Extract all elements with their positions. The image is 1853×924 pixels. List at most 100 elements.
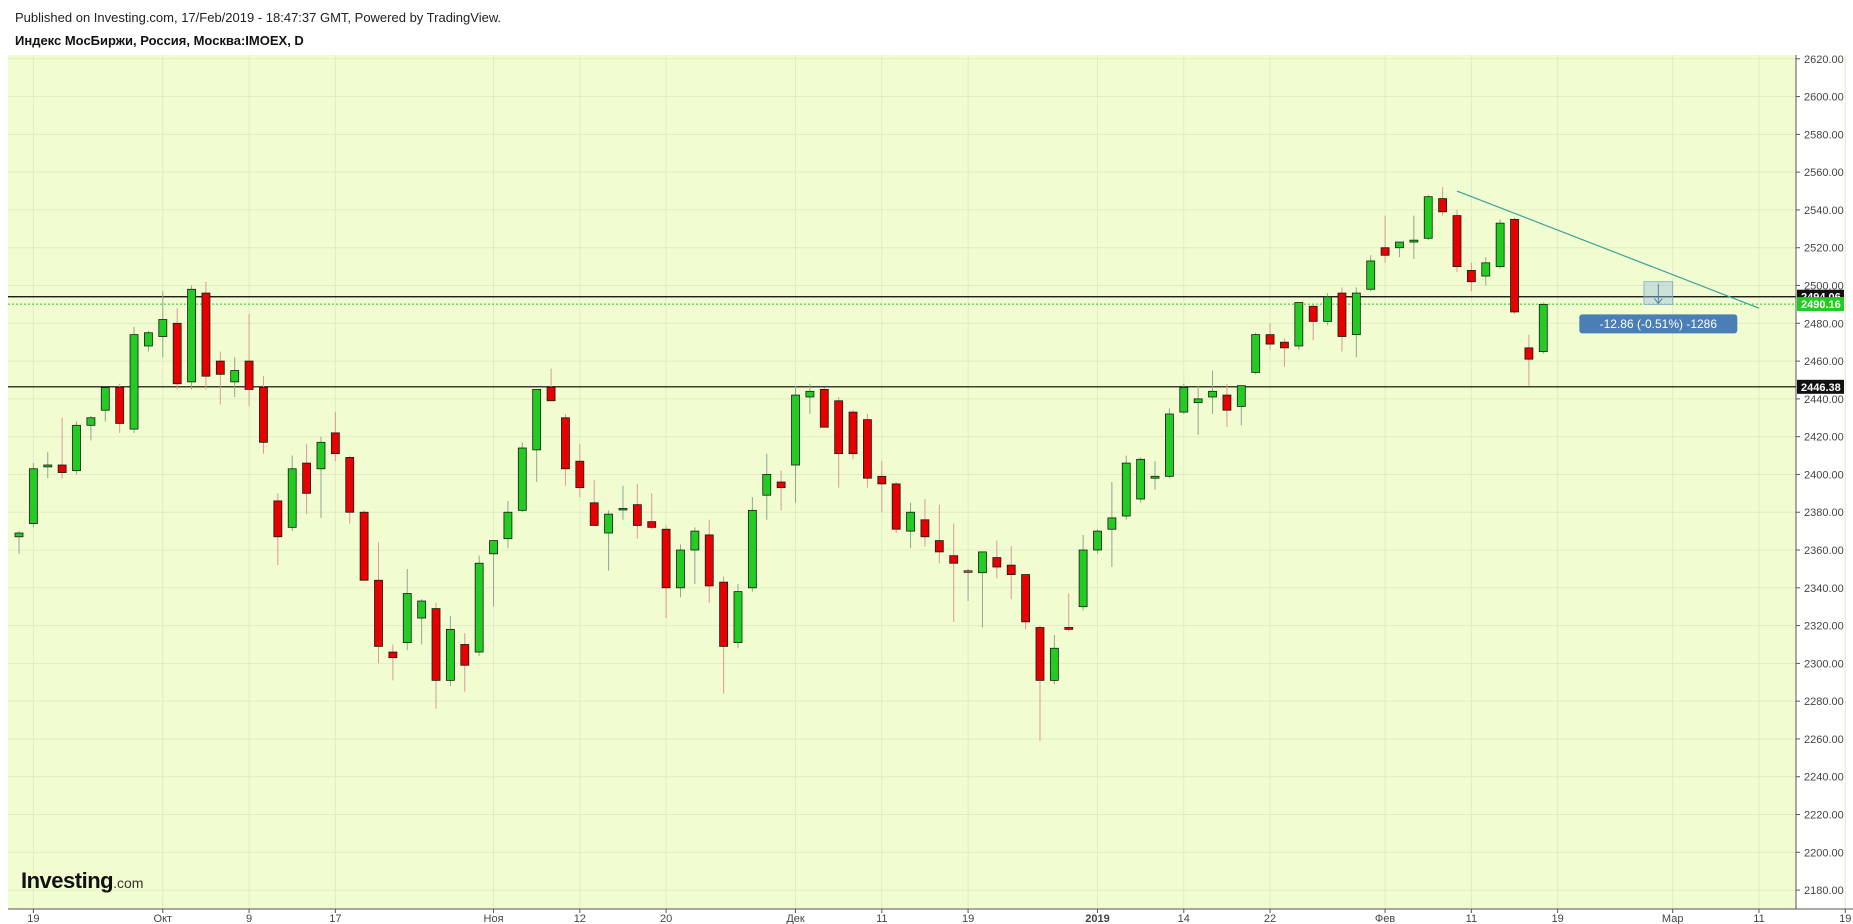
ytick-label-14: 2460.00: [1804, 356, 1844, 368]
candle-92: [1337, 287, 1347, 352]
ytick-label-6: 2300.00: [1804, 658, 1844, 670]
candle-78: [1136, 457, 1146, 503]
candle-body-87: [1265, 334, 1275, 345]
candle-body-64: [934, 540, 944, 553]
candle-20: [302, 444, 312, 515]
grid: [8, 55, 1846, 909]
plot-area[interactable]: [8, 55, 1796, 909]
candles: [14, 187, 1548, 741]
candle-body-40: [589, 502, 599, 526]
time-axis[interactable]: 19 Окт 9 17 Ноя 12 20 Дек 11 19 2019 14 22 Фев 11 19 Мар…: [27, 909, 1851, 924]
candle-68: [992, 540, 1002, 579]
candle-43: [632, 483, 642, 539]
candle-87: [1265, 323, 1275, 350]
ytick-label-12: 2420.00: [1804, 432, 1844, 444]
xtick-label-1: Окт: [154, 913, 173, 924]
candle-56: [819, 387, 829, 428]
candle-body-24: [359, 511, 369, 581]
candle-22: [330, 412, 340, 462]
candle-body-21: [316, 441, 326, 470]
candle-63: [920, 499, 930, 547]
candle-39: [575, 444, 585, 498]
xtick-label-4: Ноя: [484, 913, 504, 924]
ytick-label-19: 2560.00: [1804, 167, 1844, 179]
candle-body-43: [632, 504, 642, 526]
candle-51: [747, 497, 757, 592]
candle-75: [1093, 529, 1102, 554]
candle-19: [287, 455, 297, 532]
candle-body-76: [1107, 517, 1117, 530]
candle-103: [1495, 219, 1505, 269]
candle-body-62: [906, 511, 915, 532]
candle-body-67: [978, 551, 987, 574]
xtick-label-0: 19: [27, 913, 39, 924]
candle-body-69: [1006, 564, 1016, 575]
candle-83: [1208, 370, 1217, 414]
candle-body-7: [115, 387, 125, 424]
ytick-label-21: 2600.00: [1804, 92, 1844, 104]
price-axis[interactable]: 2180.00 2200.00 2220.00 2240.00 2260.00 2280.…: [1796, 54, 1844, 897]
candle-90: [1308, 304, 1318, 341]
candle-body-15: [230, 370, 240, 383]
candle-body-46: [676, 549, 685, 589]
candle-body-52: [762, 474, 772, 496]
candle-body-17: [259, 387, 268, 443]
candle-body-53: [776, 481, 786, 489]
candle-body-104: [1510, 218, 1519, 313]
candle-58: [848, 410, 858, 460]
candle-body-12: [187, 288, 196, 383]
candle-35: [517, 442, 527, 513]
ytick-label-17: 2520.00: [1804, 243, 1844, 255]
candle-33: [489, 540, 498, 607]
xtick-label-17: 11: [1753, 913, 1764, 924]
candle-body-8: [129, 334, 139, 430]
candle-88: [1280, 338, 1289, 367]
candle-41: [604, 510, 613, 571]
candle-body-33: [489, 540, 498, 555]
xtick-label-18: 19: [1839, 913, 1851, 924]
candle-body-38: [561, 417, 570, 470]
candle-27: [402, 568, 412, 651]
candle-body-81: [1179, 387, 1189, 413]
price-tag-bg-2: [1797, 379, 1844, 394]
drawings: -12.86 (-0.51%) -1286: [1456, 190, 1760, 334]
candle-body-75: [1093, 530, 1102, 551]
candle-body-6: [100, 387, 110, 411]
candle-body-18: [273, 500, 283, 538]
candle-47: [690, 527, 700, 585]
candle-body-78: [1136, 458, 1146, 500]
ytick-label-20: 2580.00: [1804, 129, 1844, 141]
candle-29: [431, 602, 441, 709]
xtick-label-9: 19: [962, 913, 974, 924]
candle-body-30: [445, 628, 455, 681]
candle-body-2: [43, 464, 53, 468]
candle-body-106: [1538, 303, 1548, 353]
candle-body-101: [1466, 269, 1476, 283]
candle-12: [187, 285, 196, 390]
trendline: [1456, 190, 1760, 309]
candle-67: [978, 551, 987, 628]
investing-logo: Investing.com: [21, 868, 144, 893]
ytick-label-8: 2340.00: [1804, 583, 1844, 595]
candle-body-102: [1481, 262, 1491, 277]
candle-38: [561, 413, 570, 486]
candle-14: [215, 351, 225, 405]
measure-label: -12.86 (-0.51%) -1286: [1600, 317, 1718, 331]
candle-body-93: [1351, 292, 1361, 336]
candle-52: [762, 453, 772, 520]
candle-body-82: [1193, 398, 1203, 404]
xtick-label-2: 9: [246, 913, 252, 924]
candle-body-14: [215, 360, 225, 375]
candle-body-48: [704, 534, 714, 587]
candle-body-28: [417, 600, 427, 619]
candle-body-66: [963, 570, 973, 573]
candle-5: [86, 415, 96, 441]
candle-48: [704, 519, 714, 603]
xtick-label-5: 12: [574, 913, 586, 924]
measure-arrow-head: [1653, 298, 1663, 305]
candle-36: [532, 389, 542, 482]
candle-body-70: [1021, 574, 1030, 623]
xtick-label-12: 22: [1264, 913, 1276, 924]
